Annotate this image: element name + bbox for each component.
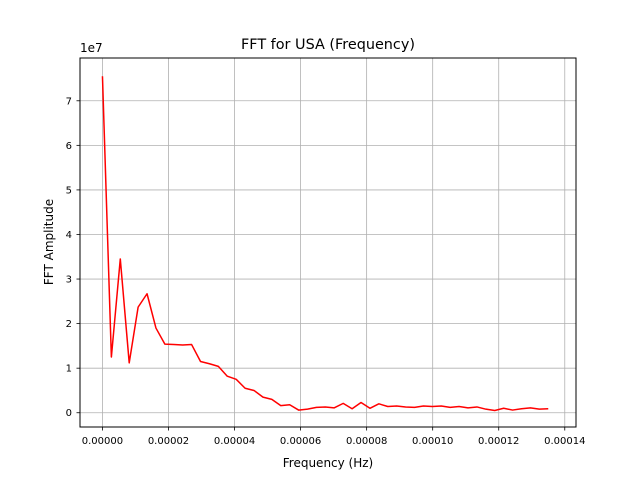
grid: [80, 58, 576, 427]
y-tick-label: 5: [66, 185, 72, 196]
x-axis-label: Frequency (Hz): [283, 456, 374, 470]
x-tick-label: 0.00014: [544, 436, 585, 447]
y-tick-label: 0: [66, 408, 72, 419]
x-tick-label: 0.00010: [412, 436, 453, 447]
y-tick-label: 6: [66, 141, 72, 152]
x-tick-label: 0.00004: [214, 436, 255, 447]
x-tick-label: 0.00000: [82, 436, 123, 447]
plot-line-layer: [101, 76, 549, 412]
y-tick-label: 3: [66, 275, 72, 286]
y-tick-label: 1: [66, 364, 72, 375]
y-offset-label: 1e7: [80, 41, 103, 55]
x-tick-label: 0.00012: [478, 436, 519, 447]
chart-title: FFT for USA (Frequency): [241, 37, 415, 53]
x-axis-ticks: 0.00000 0.00002 0.00004 0.00006 0.00008 0.000…: [82, 427, 585, 447]
y-tick-label: 7: [66, 96, 72, 107]
y-tick-label: 2: [66, 319, 72, 330]
y-axis-label: FFT Amplitude: [42, 199, 56, 285]
x-tick-label: 0.00006: [280, 436, 321, 447]
axes-frame: [79, 57, 577, 428]
x-tick-label: 0.00008: [346, 436, 387, 447]
y-tick-label: 4: [66, 230, 72, 241]
fft-amplitude-line: [101, 76, 549, 412]
x-tick-label: 0.00002: [148, 436, 189, 447]
y-axis-ticks: 0 1 2 3 4 5 6 7: [66, 96, 80, 419]
